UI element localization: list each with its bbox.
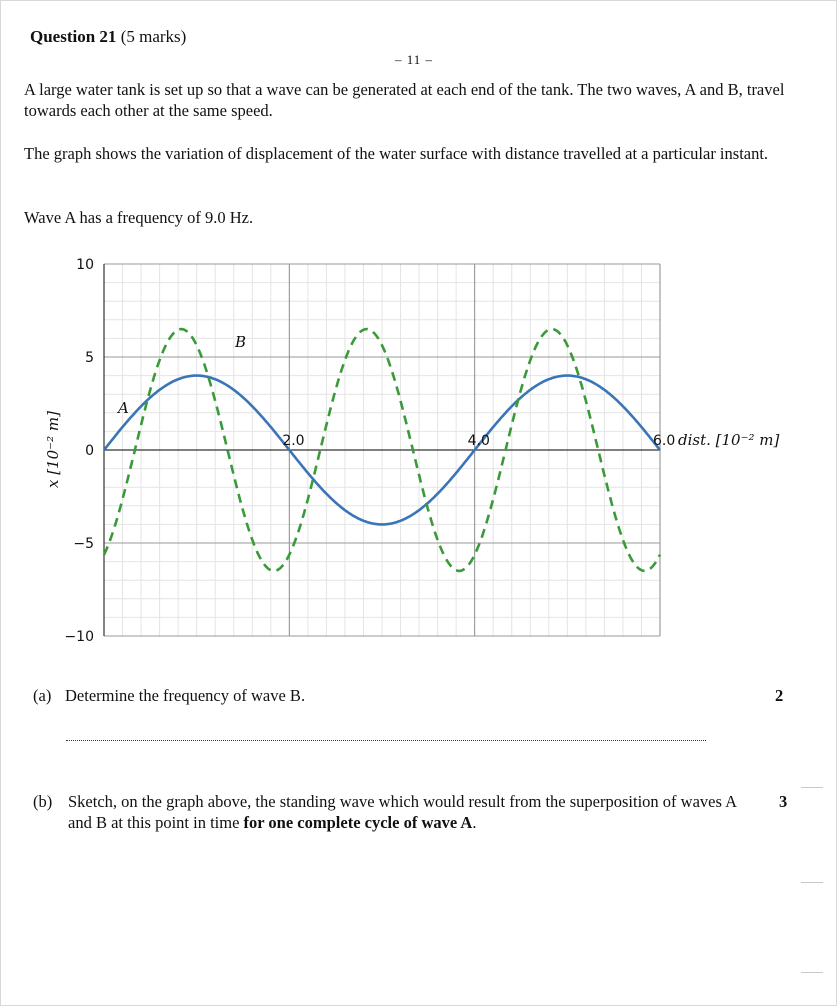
answer-line[interactable] — [66, 730, 706, 741]
wave-graph: 10 5 0 −5 −10 2.0 4.0 6.0 dist. [10⁻² m] x [10⁻² … — [44, 257, 780, 645]
margin-mark — [801, 882, 823, 883]
margin-mark — [801, 972, 823, 973]
wave-b-label: B — [234, 333, 246, 351]
y-tick-label: 5 — [85, 350, 94, 366]
labels: 10 5 0 −5 −10 2.0 4.0 6.0 dist. [10⁻² m] x [10⁻² … — [44, 257, 780, 645]
question-title: Question 21 — [30, 27, 117, 46]
part-b-text: Sketch, on the graph above, the standing… — [68, 791, 758, 833]
curves — [102, 327, 662, 573]
question-marks: (5 marks) — [120, 27, 187, 46]
margin-mark — [801, 787, 823, 788]
question-heading: Question 21 (5 marks) — [30, 27, 186, 47]
wave-b-curve — [102, 327, 662, 573]
wave-a-curve — [102, 374, 662, 526]
y-tick-label: 10 — [76, 257, 94, 273]
part-a-label: (a) — [33, 686, 52, 705]
x-tick-label: 4.0 — [468, 433, 490, 449]
page-number: – 11 – — [395, 52, 434, 67]
part-a-text: Determine the frequency of wave B. — [65, 686, 306, 705]
intro-paragraph: A large water tank is set up so that a w… — [24, 80, 785, 120]
part-b-marks: 3 — [779, 792, 788, 811]
part-b-label: (b) — [33, 792, 53, 811]
part-b-text-start: Sketch, on the graph above, the standing… — [68, 792, 737, 832]
part-b-text-bold: for one complete cycle of wave A — [243, 813, 473, 832]
part-b-text-end: . — [472, 813, 477, 832]
part-a-marks: 2 — [775, 686, 784, 705]
frequency-statement: Wave A has a frequency of 9.0 Hz. — [24, 208, 254, 227]
wave-a-label: A — [116, 399, 129, 417]
y-tick-label: −10 — [64, 629, 94, 645]
y-tick-label: −5 — [73, 536, 94, 552]
x-axis-label: dist. [10⁻² m] — [678, 431, 780, 449]
x-tick-label: 2.0 — [282, 433, 304, 449]
graph-description: The graph shows the variation of displac… — [24, 144, 769, 163]
y-tick-label: 0 — [85, 443, 94, 459]
y-axis-label: x [10⁻² m] — [44, 411, 62, 488]
x-tick-label: 6.0 — [653, 433, 675, 449]
